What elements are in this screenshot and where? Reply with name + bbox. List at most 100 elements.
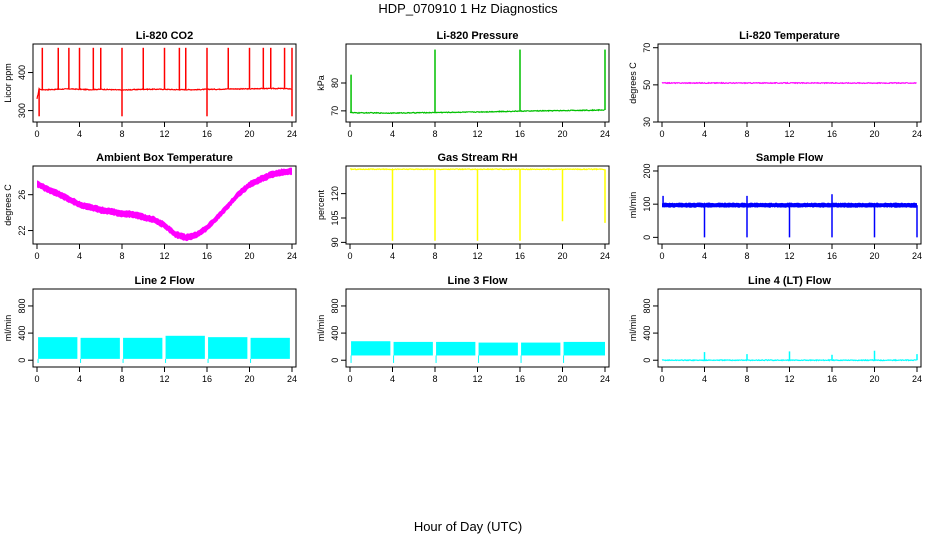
x-tick-label: 16	[202, 129, 212, 139]
x-tick-label: 24	[912, 374, 922, 384]
flow-segment-5	[208, 337, 248, 359]
x-tick-label: 8	[119, 251, 124, 261]
data-layer	[37, 167, 292, 242]
x-tick-label: 12	[159, 374, 169, 384]
x-tick-label: 12	[472, 129, 482, 139]
flow-segment-1	[351, 341, 391, 356]
panel-title: Gas Stream RH	[437, 152, 517, 164]
data-band	[37, 167, 292, 242]
y-tick-label: 400	[17, 65, 27, 80]
x-tick-label: 8	[744, 129, 749, 139]
y-axis-label: Licor ppm	[3, 63, 13, 103]
x-tick-label: 4	[390, 251, 395, 261]
x-tick-label: 0	[347, 129, 352, 139]
panel-title: Li-820 CO2	[136, 30, 193, 42]
x-tick-label: 20	[244, 251, 254, 261]
y-axis-label: kPa	[316, 75, 326, 91]
x-axis-label: Hour of Day (UTC)	[413, 519, 523, 534]
flow-segment-6	[563, 341, 605, 356]
x-tick-label: 0	[659, 374, 664, 384]
x-tick-label: 24	[287, 374, 297, 384]
x-tick-label: 0	[34, 129, 39, 139]
y-tick-label: 0	[17, 358, 27, 363]
x-tick-label: 24	[600, 129, 610, 139]
x-tick-label: 4	[77, 374, 82, 384]
panel-6: Sample Flow 0 4 8 12 16 20 24 0 100 200 ml/min	[628, 152, 922, 261]
y-tick-label: 300	[17, 103, 27, 118]
x-tick-label: 20	[557, 374, 567, 384]
x-tick-label: 24	[600, 374, 610, 384]
panel-8: Line 3 Flow 0 4 8 12 16 20 24 0 400 800 ml/min	[316, 275, 610, 384]
data-layer	[37, 335, 290, 363]
y-tick-label: 105	[330, 210, 340, 225]
data-layer	[661, 350, 918, 362]
y-axis-label: ml/min	[628, 315, 638, 342]
y-axis-label: degrees C	[3, 184, 13, 226]
x-tick-label: 8	[744, 251, 749, 261]
panel-title: Line 2 Flow	[135, 275, 195, 287]
x-tick-label: 8	[119, 374, 124, 384]
x-tick-label: 4	[390, 129, 395, 139]
y-axis-label: degrees C	[628, 62, 638, 104]
x-tick-label: 12	[784, 129, 794, 139]
y-axis-label: ml/min	[628, 192, 638, 219]
flow-segment-4	[165, 335, 205, 359]
y-tick-label: 0	[642, 235, 652, 240]
x-tick-label: 4	[702, 251, 707, 261]
series-line	[36, 87, 292, 100]
y-tick-label: 70	[330, 106, 340, 116]
y-tick-label: 90	[330, 237, 340, 247]
x-tick-label: 12	[472, 251, 482, 261]
x-tick-label: 24	[600, 251, 610, 261]
flow-segment-1	[38, 337, 78, 359]
y-tick-label: 0	[330, 358, 340, 363]
flow-segment-3	[436, 341, 476, 356]
x-tick-label: 4	[702, 374, 707, 384]
x-tick-label: 24	[912, 129, 922, 139]
y-axis-label: ml/min	[316, 315, 326, 342]
panel-3: Li-820 Temperature 0 4 8 12 16 20 24 30 50 70 degre…	[628, 30, 922, 139]
flow-segment-4	[478, 342, 518, 356]
x-tick-label: 24	[287, 251, 297, 261]
x-tick-label: 16	[827, 374, 837, 384]
x-tick-label: 16	[202, 374, 212, 384]
x-tick-label: 0	[659, 251, 664, 261]
panel-4: Ambient Box Temperature 0 4 8 12 16 20 24 22 26 de…	[3, 152, 297, 261]
y-tick-label: 80	[330, 78, 340, 88]
panel-title: Li-820 Temperature	[739, 30, 840, 42]
y-axis-label: percent	[316, 189, 326, 220]
data-layer	[349, 167, 606, 241]
x-tick-label: 4	[77, 129, 82, 139]
x-tick-label: 16	[515, 129, 525, 139]
series-line	[661, 81, 917, 85]
y-tick-label: 50	[642, 80, 652, 90]
x-tick-label: 20	[557, 129, 567, 139]
flow-segment-6	[250, 337, 290, 359]
panel-title: Li-820 Pressure	[437, 30, 519, 42]
x-tick-label: 20	[869, 374, 879, 384]
x-tick-label: 24	[287, 129, 297, 139]
y-tick-label: 120	[330, 186, 340, 201]
y-tick-label: 30	[642, 117, 652, 127]
panel-9: Line 4 (LT) Flow 0 4 8 12 16 20 24 0 400 800 ml/min	[628, 275, 922, 384]
data-layer	[661, 81, 917, 85]
panel-title: Line 3 Flow	[448, 275, 508, 287]
y-tick-label: 200	[642, 163, 652, 178]
x-tick-label: 20	[244, 129, 254, 139]
data-layer	[36, 47, 293, 117]
y-tick-label: 100	[642, 197, 652, 212]
x-tick-label: 4	[77, 251, 82, 261]
x-tick-label: 8	[119, 129, 124, 139]
plot-frame	[32, 165, 297, 245]
x-tick-label: 16	[515, 374, 525, 384]
panel-1: Li-820 CO2 0 4 8 12 16 20 24 300 400 Licor ppm	[3, 30, 297, 139]
x-tick-label: 20	[869, 251, 879, 261]
x-tick-label: 0	[34, 251, 39, 261]
x-tick-label: 24	[912, 251, 922, 261]
panel-title: Ambient Box Temperature	[96, 152, 233, 164]
x-tick-label: 4	[390, 374, 395, 384]
panel-7: Line 2 Flow 0 4 8 12 16 20 24 0 400 800 ml/min	[3, 275, 297, 384]
y-tick-label: 800	[330, 298, 340, 313]
x-tick-label: 12	[159, 251, 169, 261]
